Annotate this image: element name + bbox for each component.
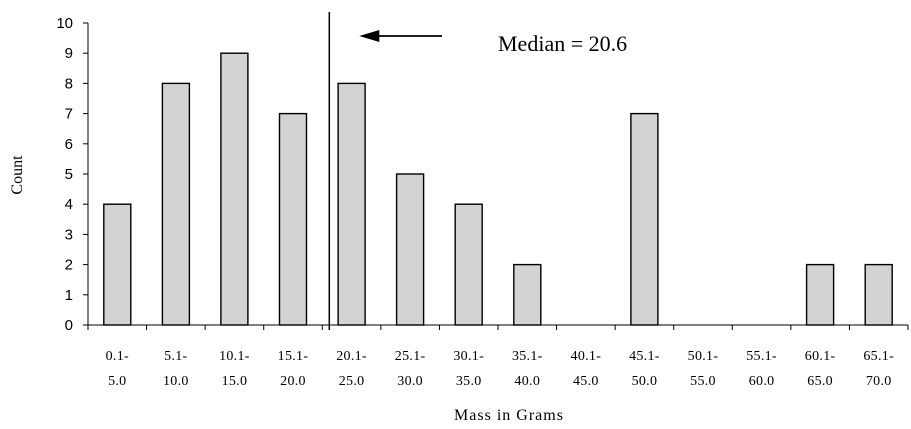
x-axis-title: Mass in Grams (454, 407, 564, 424)
bar (513, 263, 542, 326)
y-axis-ticks: 0 1 2 3 4 5 6 7 8 9 10 (56, 15, 88, 334)
y-tick-label: 6 (65, 136, 73, 153)
x-axis-ticks: 0.1- 5.0 5.1- 10.0 10.1- 15.0 15.1- 20.0 20.1- 25… (87, 325, 909, 389)
x-tick-label: 0.1- (106, 349, 129, 364)
x-tick-label: 10.1- (219, 349, 250, 364)
x-tick-label: 5.0 (108, 374, 126, 389)
x-tick-label: 15.1- (278, 349, 309, 364)
x-tick-label: 60.1- (805, 349, 836, 364)
bar (454, 203, 483, 326)
x-tick-label: 35.0 (456, 374, 482, 389)
y-tick-label: 10 (56, 15, 73, 32)
x-tick-label: 65.1- (863, 349, 894, 364)
x-tick-label: 40.1- (571, 349, 602, 364)
y-tick-label: 9 (65, 45, 73, 62)
x-tick-label: 65.0 (807, 374, 833, 389)
y-tick-label: 7 (65, 106, 73, 123)
y-tick-label: 1 (65, 287, 73, 304)
x-tick-label: 25.0 (339, 374, 365, 389)
x-tick-label: 30.0 (397, 374, 423, 389)
median-arrow (359, 30, 442, 42)
bar (805, 263, 835, 326)
x-tick-label: 55.0 (690, 374, 716, 389)
x-tick-label: 40.0 (514, 374, 540, 389)
x-tick-label: 45.0 (573, 374, 599, 389)
x-tick-label: 70.0 (866, 374, 892, 389)
y-tick-label: 8 (65, 75, 73, 92)
bar (630, 112, 659, 326)
median-annotation: Median = 20.6 (498, 31, 627, 56)
x-tick-label: 20.1- (336, 349, 367, 364)
bar (220, 52, 249, 326)
bars-group (103, 52, 893, 326)
x-tick-label: 10.0 (163, 374, 189, 389)
x-tick-label: 30.1- (453, 349, 484, 364)
y-tick-label: 0 (65, 317, 73, 334)
x-tick-label: 60.0 (749, 374, 775, 389)
x-tick-label: 5.1- (164, 349, 187, 364)
bar (161, 82, 191, 326)
y-tick-label: 4 (65, 196, 73, 213)
y-tick-label: 3 (65, 226, 73, 243)
x-tick-label: 45.1- (629, 349, 660, 364)
x-tick-label: 25.1- (395, 349, 426, 364)
y-tick-label: 5 (65, 166, 73, 183)
bar (337, 82, 366, 326)
bar (395, 173, 425, 326)
bar (278, 112, 308, 326)
y-tick-label: 2 (65, 257, 73, 274)
bar (103, 203, 132, 326)
x-tick-label: 20.0 (280, 374, 306, 389)
y-axis-title: Count (9, 155, 26, 195)
x-tick-label: 35.1- (512, 349, 543, 364)
x-tick-label: 50.1- (688, 349, 719, 364)
x-tick-label: 15.0 (222, 374, 248, 389)
x-tick-label: 55.1- (746, 349, 777, 364)
bar (864, 263, 893, 326)
x-tick-label: 50.0 (632, 374, 658, 389)
